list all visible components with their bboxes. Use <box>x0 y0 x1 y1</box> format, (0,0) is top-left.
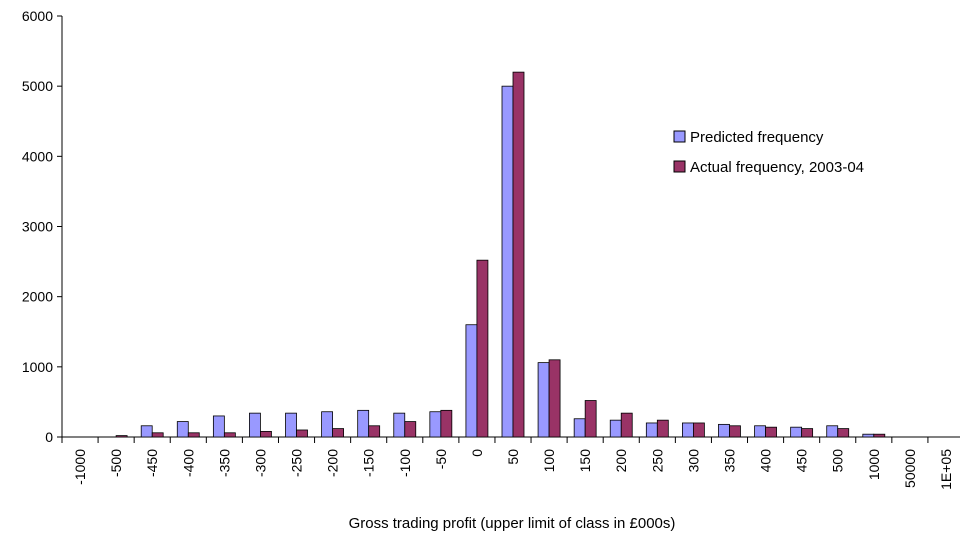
x-tick-label: 250 <box>649 449 665 473</box>
y-tick-label: 5000 <box>22 78 53 94</box>
bar-actual-20 <box>801 428 814 438</box>
x-tick-label: 1E+05 <box>938 449 954 490</box>
bar-actual-1 <box>115 435 128 438</box>
bar-predicted-2 <box>140 425 153 438</box>
bar-actual-4 <box>223 432 236 438</box>
x-tick-label: -250 <box>289 449 305 477</box>
x-tick-label: 0 <box>469 449 485 457</box>
bar-predicted-8 <box>357 409 370 438</box>
bar-actual-21 <box>837 428 850 438</box>
bars <box>115 71 886 438</box>
bar-predicted-18 <box>718 423 730 438</box>
x-tick-label: 450 <box>794 449 810 473</box>
x-tick-label: 400 <box>758 449 774 473</box>
x-tick-label: 500 <box>830 449 846 473</box>
x-tick-label: 300 <box>685 449 701 473</box>
legend-swatch-actual <box>673 160 686 173</box>
legend-swatch-predicted <box>673 130 686 143</box>
x-tick-label: -200 <box>325 449 341 477</box>
bar-actual-9 <box>404 421 417 438</box>
bar-predicted-13 <box>537 362 550 438</box>
bar-actual-11 <box>476 259 489 438</box>
y-tick-label: 4000 <box>22 148 53 164</box>
bar-predicted-16 <box>645 422 658 438</box>
bar-actual-15 <box>620 412 633 438</box>
bar-actual-5 <box>260 430 272 438</box>
y-tick-label: 0 <box>45 429 53 445</box>
bar-predicted-11 <box>465 324 478 438</box>
y-tick-label: 6000 <box>22 8 53 24</box>
x-tick-label: -450 <box>144 449 160 477</box>
bar-actual-18 <box>729 425 741 438</box>
bar-predicted-4 <box>212 415 225 438</box>
bar-actual-17 <box>693 422 705 438</box>
x-tick-label: -150 <box>361 449 377 477</box>
bar-predicted-9 <box>393 412 406 438</box>
x-tick-label: 50000 <box>902 449 918 488</box>
x-tick-label: -100 <box>397 449 413 477</box>
x-tick-label: 1000 <box>866 449 882 480</box>
x-tick-label: -400 <box>180 449 196 477</box>
bar-predicted-12 <box>501 85 514 438</box>
bar-actual-3 <box>187 432 200 438</box>
x-axis: -1000 -500 -450 -400 -350 -300 -250 -200 -150 -10… <box>61 436 960 490</box>
x-tick-label: -50 <box>433 449 449 469</box>
x-tick-label: 350 <box>721 449 737 473</box>
y-tick-label: 1000 <box>22 359 53 375</box>
bar-predicted-17 <box>682 422 694 438</box>
x-tick-label: 100 <box>541 449 557 473</box>
bar-actual-10 <box>440 409 453 438</box>
bar-actual-7 <box>332 428 345 438</box>
bar-actual-8 <box>368 425 381 438</box>
y-tick-label: 3000 <box>22 219 53 235</box>
x-tick-label: -300 <box>252 449 268 477</box>
bar-actual-22 <box>873 433 886 438</box>
bar-actual-16 <box>656 419 669 438</box>
legend-label-actual: Actual frequency, 2003-04 <box>690 159 864 176</box>
bar-actual-19 <box>765 426 777 438</box>
legend: Predicted frequency Actual frequency, 20… <box>673 129 864 176</box>
x-tick-label: 50 <box>505 449 521 465</box>
bar-actual-13 <box>548 359 561 438</box>
x-tick-label: -350 <box>216 449 232 477</box>
legend-label-predicted: Predicted frequency <box>690 129 824 146</box>
bar-predicted-19 <box>754 425 766 438</box>
bar-predicted-20 <box>790 426 803 438</box>
bar-actual-14 <box>584 400 597 438</box>
bar-predicted-10 <box>429 411 442 438</box>
bar-predicted-15 <box>609 419 622 438</box>
x-tick-label: -500 <box>108 449 124 477</box>
bar-actual-6 <box>296 429 308 438</box>
y-axis: 0 1000 2000 3000 4000 5000 6000 <box>22 8 63 445</box>
x-tick-label: 150 <box>577 449 593 473</box>
bar-predicted-6 <box>285 412 297 438</box>
bar-predicted-7 <box>321 411 334 438</box>
x-tick-label: 200 <box>613 449 629 473</box>
bar-predicted-22 <box>862 433 875 438</box>
bar-predicted-3 <box>176 421 189 438</box>
bar-predicted-5 <box>249 412 261 438</box>
y-tick-label: 2000 <box>22 289 53 305</box>
x-axis-title: Gross trading profit (upper limit of cla… <box>349 515 676 532</box>
x-tick-label: -1000 <box>72 449 88 485</box>
bar-predicted-14 <box>573 418 586 438</box>
bar-predicted-21 <box>826 425 839 438</box>
bar-actual-12 <box>512 71 525 438</box>
bar-actual-2 <box>151 432 164 438</box>
